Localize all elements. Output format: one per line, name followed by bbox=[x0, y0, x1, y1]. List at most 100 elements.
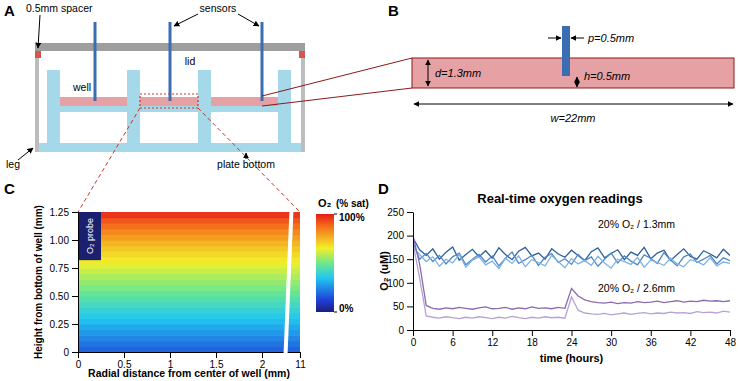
tick: 200 bbox=[387, 230, 413, 241]
figure: A0.5mm spacersensorslidwelllegplate bott… bbox=[0, 0, 740, 381]
heat-cell bbox=[78, 262, 300, 268]
heat-cell bbox=[78, 290, 300, 296]
arrow bbox=[246, 153, 247, 159]
tick-label: 30 bbox=[606, 337, 618, 348]
heat-cell bbox=[78, 240, 300, 246]
sensor bbox=[169, 22, 172, 101]
tick-mark bbox=[407, 212, 413, 213]
tick-label: 1.25 bbox=[50, 207, 70, 218]
spacer bbox=[299, 51, 305, 58]
label: plate bottom bbox=[217, 158, 275, 170]
tick: 250 bbox=[387, 207, 413, 218]
heat-cell bbox=[78, 246, 300, 252]
arrow bbox=[577, 77, 578, 87]
tick-mark bbox=[300, 352, 301, 358]
tick-label: 24 bbox=[566, 337, 578, 348]
tick: 0.75 bbox=[50, 263, 78, 274]
axis-title: time (hours) bbox=[540, 352, 604, 364]
tick-mark bbox=[407, 330, 413, 331]
heat-cell bbox=[78, 268, 300, 274]
heat-cell bbox=[78, 346, 300, 352]
tick-label: 200 bbox=[387, 230, 404, 241]
tick-label: 0.50 bbox=[50, 291, 70, 302]
tick: 1.00 bbox=[50, 235, 78, 246]
colorbar bbox=[316, 214, 334, 312]
heat-cell bbox=[78, 313, 300, 319]
tick-label: 18 bbox=[527, 337, 539, 348]
tick-label: 1.00 bbox=[50, 235, 70, 246]
heat-cell bbox=[78, 212, 300, 218]
axis-title: O₂ (uM) bbox=[378, 251, 390, 291]
leg bbox=[301, 58, 305, 152]
panel-c: CO₂ probe00.511.521100.250.500.751.001.2… bbox=[4, 180, 369, 379]
tick: 1.25 bbox=[50, 207, 78, 218]
tick-mark bbox=[72, 352, 78, 353]
tick-label: 11 bbox=[295, 359, 306, 370]
tick: 42 bbox=[685, 330, 697, 348]
panel-d: DReal-time oxygen readings06121824303642… bbox=[378, 180, 736, 364]
panel-b: Bp=0.5mmd=1.3mmh=0.5mmw=22mm bbox=[388, 2, 734, 124]
arrow bbox=[174, 14, 198, 26]
arrow bbox=[18, 148, 33, 160]
tick-mark bbox=[72, 324, 78, 325]
sensor bbox=[261, 22, 264, 101]
heat-cell bbox=[78, 234, 300, 240]
x-axis: 0612182430364248 bbox=[411, 330, 737, 348]
arrow bbox=[38, 15, 40, 48]
zoom-box bbox=[140, 94, 198, 108]
connector bbox=[78, 108, 140, 212]
tick: 150 bbox=[387, 254, 413, 265]
sensor bbox=[94, 22, 97, 101]
tick-label: 250 bbox=[387, 207, 404, 218]
heat-cell bbox=[78, 341, 300, 347]
axis-title: Radial distance from center of well (mm) bbox=[88, 367, 290, 379]
tick: 30 bbox=[606, 330, 618, 348]
heat-cell bbox=[78, 302, 300, 308]
tick-mark bbox=[78, 352, 79, 358]
heat-cell bbox=[78, 307, 300, 313]
annotation: 20% O₂ / 1.3mm bbox=[598, 218, 675, 230]
tick-mark bbox=[72, 240, 78, 241]
tick: 0 bbox=[76, 352, 82, 370]
tick-mark bbox=[170, 352, 171, 358]
tick: 12 bbox=[487, 330, 499, 348]
arrow bbox=[548, 38, 561, 39]
well-wall bbox=[47, 70, 60, 143]
tick-mark bbox=[572, 330, 573, 336]
label: 0.5mm spacer bbox=[26, 2, 93, 14]
probe bbox=[78, 212, 101, 260]
heat-cell bbox=[78, 296, 300, 302]
tick: 100 bbox=[387, 278, 413, 289]
tick-mark bbox=[262, 352, 263, 358]
plate-bottom bbox=[39, 143, 301, 152]
well-floor bbox=[211, 106, 278, 112]
tick: 0.50 bbox=[50, 291, 78, 302]
tick-mark bbox=[492, 330, 493, 336]
well-floor bbox=[140, 106, 198, 112]
tick-label: 0 bbox=[398, 325, 404, 336]
dimension: h=0.5mm bbox=[584, 70, 630, 82]
tick: 0 bbox=[63, 347, 78, 358]
axis-break bbox=[284, 209, 294, 356]
tick-label: 100% bbox=[339, 212, 365, 223]
connector bbox=[262, 88, 412, 106]
arrow bbox=[414, 104, 733, 105]
probe bbox=[562, 26, 570, 76]
tick-mark bbox=[407, 306, 413, 307]
medium bbox=[412, 58, 734, 88]
axis-title: Height from bottom of well (mm) bbox=[33, 205, 44, 359]
heat-cell bbox=[78, 229, 300, 235]
tick-mark bbox=[690, 330, 691, 336]
heat-cell bbox=[78, 324, 300, 330]
tick: 0.25 bbox=[50, 319, 78, 330]
panel-label: D bbox=[378, 180, 389, 197]
tick: 50 bbox=[393, 301, 413, 312]
tick-mark bbox=[651, 330, 652, 336]
tick-mark bbox=[124, 352, 125, 358]
tick: 36 bbox=[646, 330, 658, 348]
tick-label: 42 bbox=[685, 337, 697, 348]
tick-mark bbox=[216, 352, 217, 358]
label: well bbox=[72, 81, 91, 93]
label: sensors bbox=[200, 2, 237, 14]
tick: 0 bbox=[398, 325, 413, 336]
